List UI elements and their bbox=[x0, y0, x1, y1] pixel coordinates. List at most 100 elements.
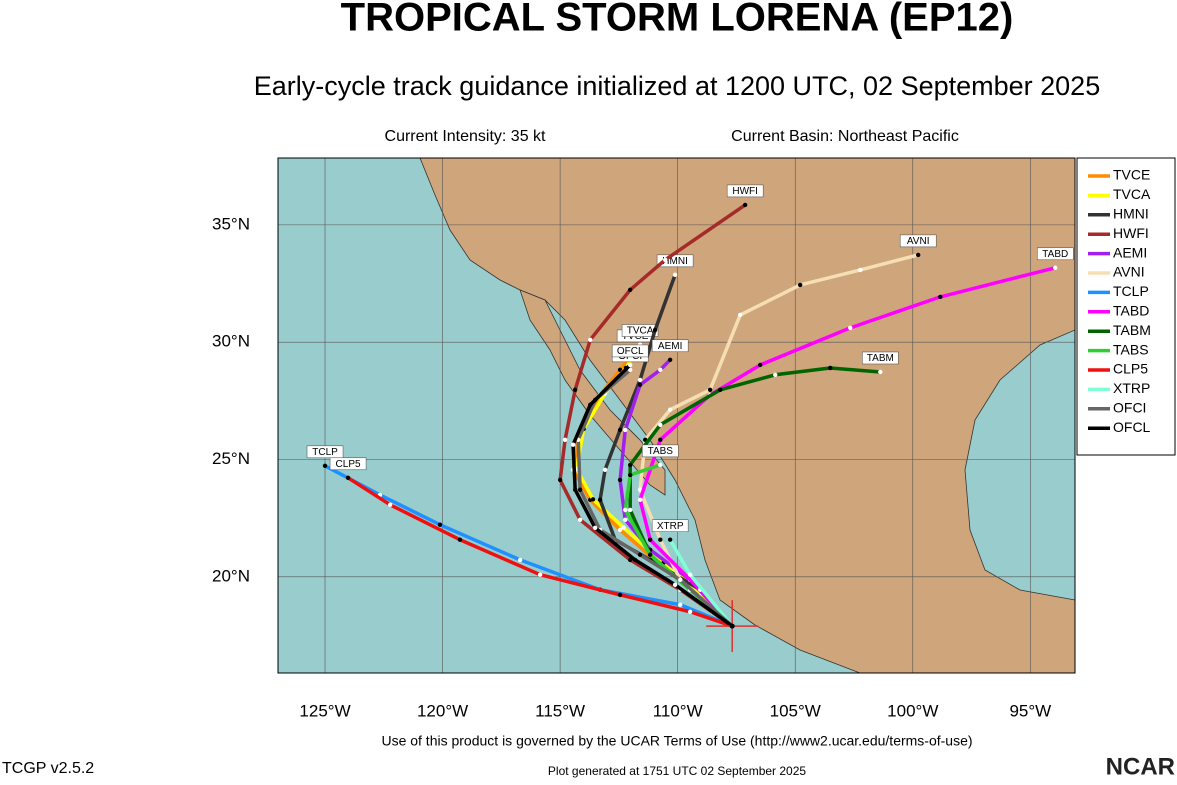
track-point bbox=[687, 609, 693, 614]
track-label: CLP5 bbox=[336, 459, 361, 470]
version: TCGP v2.5.2 bbox=[2, 760, 94, 777]
track-point bbox=[667, 357, 673, 362]
track-point bbox=[627, 507, 633, 513]
track-point bbox=[672, 272, 678, 278]
track-label-box bbox=[611, 344, 649, 358]
track-point bbox=[597, 497, 603, 503]
track-point bbox=[632, 557, 638, 563]
track-point bbox=[621, 525, 626, 530]
y-tick-label: 35°N bbox=[212, 214, 250, 233]
x-tick-label: 100°W bbox=[887, 701, 938, 720]
track-point bbox=[617, 477, 623, 483]
track-point bbox=[588, 402, 593, 408]
track-point bbox=[848, 325, 853, 331]
track-point bbox=[627, 472, 633, 478]
track-point bbox=[617, 527, 623, 533]
track-point bbox=[457, 537, 463, 542]
track-point bbox=[658, 367, 663, 373]
track-label: TVCA bbox=[627, 326, 654, 337]
title: TROPICAL STORM LORENA (EP12) bbox=[341, 0, 1014, 40]
track-label-box bbox=[726, 184, 764, 198]
track-label: HMNI bbox=[662, 256, 688, 267]
intensity: Current Intensity: 35 kt bbox=[385, 128, 547, 145]
track-point bbox=[938, 294, 943, 300]
track-point bbox=[672, 582, 678, 587]
track-point bbox=[627, 362, 633, 368]
legend-label: AVNI bbox=[1113, 264, 1145, 280]
track-point bbox=[602, 467, 608, 473]
track-point bbox=[658, 462, 663, 468]
legend-label: TVCE bbox=[1113, 167, 1150, 183]
track-point bbox=[623, 517, 628, 522]
track-point bbox=[623, 427, 628, 433]
track-point bbox=[797, 282, 803, 288]
track-point bbox=[562, 437, 568, 442]
track-line bbox=[576, 368, 734, 628]
x-tick-label: 115°W bbox=[535, 701, 585, 720]
track-point bbox=[658, 537, 663, 542]
track-point bbox=[627, 462, 633, 468]
track-point bbox=[570, 442, 576, 447]
track-point bbox=[647, 537, 653, 542]
track-label-box bbox=[651, 519, 689, 532]
legend-label: CLP5 bbox=[1113, 361, 1148, 377]
legend-label: OFCI bbox=[1113, 400, 1146, 416]
ncar-logo: NCAR bbox=[1106, 753, 1175, 780]
x-tick-label: 125°W bbox=[299, 701, 350, 720]
track-point bbox=[738, 312, 743, 318]
track-label: TABS bbox=[648, 446, 674, 457]
track-point bbox=[592, 525, 598, 530]
legend-label: TVCA bbox=[1113, 186, 1151, 202]
x-tick-label: 110°W bbox=[653, 701, 703, 720]
track-point bbox=[617, 592, 623, 598]
track-label-box bbox=[862, 351, 899, 365]
subtitle: Early-cycle track guidance initialized a… bbox=[254, 71, 1100, 101]
track-point bbox=[572, 387, 578, 393]
track-point bbox=[742, 202, 748, 208]
legend-label: AEMI bbox=[1113, 244, 1147, 260]
land bbox=[419, 158, 1075, 673]
legend-entries: TVCE TVCA HMNI HWFI AEMI AVNI TCLP TABD TABM TABS… bbox=[1088, 167, 1151, 435]
track-point bbox=[627, 367, 633, 373]
track-point bbox=[647, 552, 653, 557]
track-line bbox=[638, 266, 1056, 628]
track-point bbox=[627, 287, 633, 293]
y-tick-label: 25°N bbox=[212, 449, 250, 468]
legend-label: TCLP bbox=[1113, 283, 1149, 299]
track-point bbox=[1053, 265, 1058, 271]
track-point bbox=[437, 522, 443, 527]
track-label-box bbox=[1037, 247, 1074, 261]
legend-label: TABS bbox=[1113, 341, 1149, 357]
track-point bbox=[623, 507, 628, 513]
track-point bbox=[637, 382, 643, 388]
x-tick-label: 105°W bbox=[770, 701, 821, 720]
basin: Current Basin: Northeast Pacific bbox=[731, 128, 959, 145]
track-label-box bbox=[651, 339, 689, 353]
track-label: TABM bbox=[867, 353, 894, 364]
track-point bbox=[637, 487, 643, 492]
start-point bbox=[729, 623, 735, 629]
track-point bbox=[588, 337, 593, 343]
track-label: HWFI bbox=[732, 186, 758, 197]
map-area: TVCETVCAHMNIHWFIAEMIAVNITCLPTABDTABMTABS… bbox=[278, 158, 1075, 673]
track-point bbox=[687, 572, 693, 577]
track-point bbox=[652, 327, 658, 333]
track-label-box bbox=[642, 444, 679, 458]
map-frame bbox=[277, 157, 1076, 674]
track-point bbox=[572, 487, 578, 492]
track-label: AEMI bbox=[658, 341, 682, 352]
track-point bbox=[667, 407, 673, 412]
legend-label: TABD bbox=[1113, 303, 1149, 319]
track-point bbox=[590, 497, 596, 502]
track-point bbox=[878, 369, 883, 375]
y-tick-label: 30°N bbox=[212, 332, 250, 351]
track-point bbox=[915, 252, 921, 258]
track-point bbox=[577, 517, 583, 522]
track-label: AVNI bbox=[907, 236, 930, 247]
track-point bbox=[617, 367, 623, 373]
track-point bbox=[828, 365, 833, 371]
track-label: OFCL bbox=[617, 346, 644, 357]
track-point bbox=[637, 497, 643, 503]
tracks: TVCETVCAHMNIHWFIAEMIAVNITCLPTABDTABMTABS… bbox=[306, 184, 1074, 653]
